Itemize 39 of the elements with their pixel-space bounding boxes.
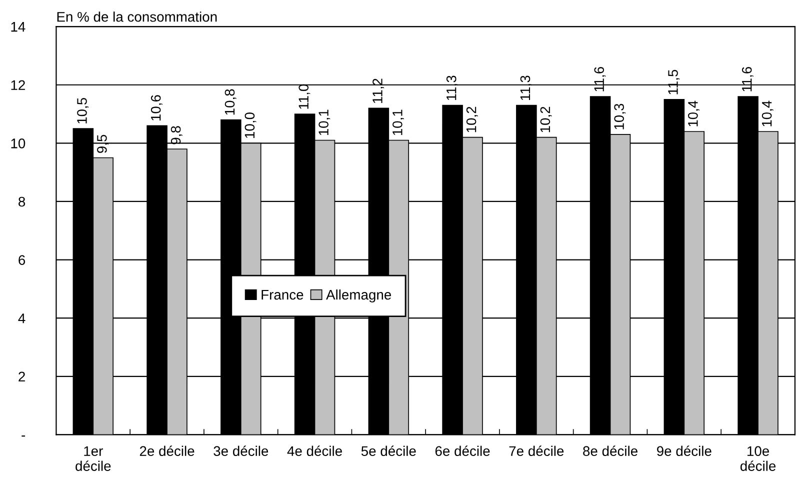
data-label: 11,2 [372, 78, 384, 103]
x-tick-label: 10e décile [740, 446, 776, 471]
y-tick-label: 14 [11, 22, 26, 32]
y-tick-label: 12 [11, 80, 25, 90]
x-tick-label: 4e décile [287, 446, 342, 456]
data-label: 10,5 [77, 98, 89, 124]
x-tick-label: 9e décile [657, 446, 712, 456]
legend-label: France [262, 290, 304, 300]
data-label: 10,0 [244, 112, 256, 138]
data-label: 9,5 [97, 134, 108, 153]
data-label: 10,4 [762, 100, 774, 126]
data-label: 10,2 [466, 106, 478, 132]
x-tick-label: 1er décile [76, 446, 111, 471]
x-tick-label: 2e décile [140, 446, 194, 456]
data-label: 11,6 [594, 66, 606, 92]
data-label: 10,8 [224, 89, 236, 115]
x-tick-label: 5e décile [361, 446, 416, 456]
legend-label: Allemagne [326, 289, 392, 302]
data-label: 10,1 [318, 110, 330, 136]
chart-subtitle: En % de la consommation [57, 12, 217, 22]
x-tick-label: 8e décile [583, 446, 638, 456]
x-tick-label: 6e décile [435, 446, 490, 456]
x-tick-label: 7e décile [509, 446, 564, 456]
y-tick-label: 4 [18, 314, 26, 324]
data-label: 10,4 [688, 100, 700, 126]
data-label: 10,2 [540, 106, 552, 132]
y-tick-label: 10 [11, 138, 26, 148]
y-tick-label: 8 [18, 196, 26, 207]
data-label: 11,3 [520, 76, 532, 100]
y-tick-label: - [22, 436, 26, 437]
x-tick-label: 3e décile [214, 446, 268, 456]
data-label: 10,6 [150, 95, 162, 120]
data-label: 11,3 [446, 76, 458, 100]
y-tick-label: 6 [18, 255, 26, 265]
data-label: 11,0 [298, 84, 310, 109]
data-label: 10,3 [614, 104, 626, 130]
y-tick-label: 2 [18, 372, 25, 382]
data-label: 11,6 [742, 66, 754, 92]
data-label: 10,1 [392, 110, 404, 136]
